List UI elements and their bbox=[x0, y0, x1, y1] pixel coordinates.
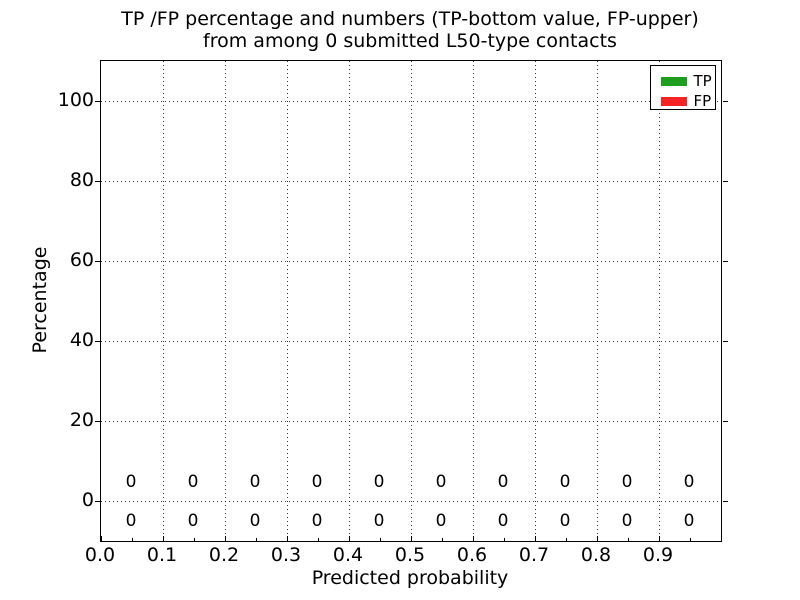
x-tick-label: 0.7 bbox=[518, 544, 550, 566]
x-minor-tick bbox=[193, 538, 195, 541]
x-tick-label: 0.5 bbox=[394, 544, 426, 566]
count-label-tp: 0 bbox=[373, 511, 385, 531]
y-major-tick-left bbox=[94, 100, 100, 102]
y-tick-label: 40 bbox=[69, 329, 94, 351]
count-label-fp: 0 bbox=[125, 472, 137, 492]
fp-color-swatch bbox=[660, 96, 687, 106]
count-label-tp: 0 bbox=[311, 511, 323, 531]
count-label-tp: 0 bbox=[435, 511, 447, 531]
x-major-tick bbox=[100, 536, 102, 541]
x-minor-tick bbox=[131, 538, 133, 541]
x-minor-tick bbox=[503, 538, 505, 541]
y-major-tick-right bbox=[722, 340, 728, 342]
legend: TP FP bbox=[649, 64, 716, 111]
x-major-tick bbox=[472, 536, 474, 541]
gridline-vertical bbox=[472, 61, 474, 541]
x-major-tick bbox=[162, 536, 164, 541]
x-minor-tick bbox=[565, 538, 567, 541]
x-major-tick bbox=[224, 536, 226, 541]
gridline-horizontal bbox=[101, 420, 721, 422]
x-tick-label: 0.9 bbox=[642, 544, 674, 566]
y-major-tick-right bbox=[722, 260, 728, 262]
count-label-tp: 0 bbox=[559, 511, 571, 531]
legend-label-fp: FP bbox=[693, 91, 712, 110]
y-axis-label: Percentage bbox=[29, 246, 51, 354]
count-label-tp: 0 bbox=[125, 511, 137, 531]
count-label-fp: 0 bbox=[311, 472, 323, 492]
y-major-tick-right bbox=[722, 420, 728, 422]
count-label-fp: 0 bbox=[435, 472, 447, 492]
gridline-horizontal bbox=[101, 100, 721, 102]
gridline-vertical bbox=[596, 61, 598, 541]
y-major-tick-left bbox=[94, 500, 100, 502]
gridline-horizontal bbox=[101, 180, 721, 182]
count-label-tp: 0 bbox=[249, 511, 261, 531]
y-major-tick-left bbox=[94, 180, 100, 182]
y-tick-label: 100 bbox=[57, 89, 94, 111]
count-label-fp: 0 bbox=[187, 472, 199, 492]
x-minor-tick bbox=[441, 538, 443, 541]
gridline-horizontal bbox=[101, 340, 721, 342]
x-minor-tick bbox=[627, 538, 629, 541]
tp-color-swatch bbox=[660, 76, 687, 86]
count-label-fp: 0 bbox=[559, 472, 571, 492]
count-label-tp: 0 bbox=[621, 511, 633, 531]
x-tick-label: 0.2 bbox=[208, 544, 240, 566]
y-tick-label: 60 bbox=[69, 249, 94, 271]
legend-label-tp: TP bbox=[693, 71, 712, 90]
y-major-tick-right bbox=[722, 180, 728, 182]
count-label-tp: 0 bbox=[497, 511, 509, 531]
x-tick-label: 0.4 bbox=[332, 544, 364, 566]
count-label-fp: 0 bbox=[249, 472, 261, 492]
y-major-tick-left bbox=[94, 420, 100, 422]
legend-item-tp: TP bbox=[660, 71, 715, 91]
x-axis-label: Predicted probability bbox=[311, 567, 509, 589]
count-label-tp: 0 bbox=[187, 511, 199, 531]
x-major-tick bbox=[348, 536, 350, 541]
gridline-vertical bbox=[658, 61, 660, 541]
plot-area: TP FP bbox=[94, 60, 728, 542]
gridline-vertical bbox=[162, 61, 164, 541]
x-minor-tick bbox=[379, 538, 381, 541]
gridline-vertical bbox=[348, 61, 350, 541]
y-major-tick-right bbox=[722, 500, 728, 502]
y-major-tick-right bbox=[722, 100, 728, 102]
chart-title-line1: TP /FP percentage and numbers (TP-bottom… bbox=[121, 8, 699, 30]
count-label-fp: 0 bbox=[683, 472, 695, 492]
y-major-tick-left bbox=[94, 260, 100, 262]
gridline-vertical bbox=[410, 61, 412, 541]
count-label-fp: 0 bbox=[621, 472, 633, 492]
count-label-fp: 0 bbox=[373, 472, 385, 492]
y-tick-label: 20 bbox=[69, 409, 94, 431]
gridline-vertical bbox=[224, 61, 226, 541]
x-major-tick bbox=[286, 536, 288, 541]
gridline-horizontal bbox=[101, 260, 721, 262]
gridline-vertical bbox=[286, 61, 288, 541]
count-label-tp: 0 bbox=[683, 511, 695, 531]
legend-item-fp: FP bbox=[660, 91, 715, 111]
x-major-tick bbox=[534, 536, 536, 541]
y-major-tick-left bbox=[94, 340, 100, 342]
gridline-horizontal bbox=[101, 500, 721, 502]
x-minor-tick bbox=[689, 538, 691, 541]
y-tick-label: 0 bbox=[81, 489, 94, 511]
x-tick-label: 0.1 bbox=[146, 544, 178, 566]
x-major-tick bbox=[658, 536, 660, 541]
x-major-tick bbox=[410, 536, 412, 541]
chart-title-line2: from among 0 submitted L50-type contacts bbox=[203, 29, 617, 52]
y-tick-label: 80 bbox=[69, 169, 94, 191]
x-major-tick bbox=[596, 536, 598, 541]
count-label-fp: 0 bbox=[497, 472, 509, 492]
x-minor-tick bbox=[255, 538, 257, 541]
x-tick-label: 0.6 bbox=[456, 544, 488, 566]
x-tick-label: 0.8 bbox=[580, 544, 612, 566]
x-tick-label: 0.3 bbox=[270, 544, 302, 566]
x-tick-label: 0.0 bbox=[84, 544, 116, 566]
gridline-vertical bbox=[534, 61, 536, 541]
x-minor-tick bbox=[317, 538, 319, 541]
chart-title: TP /FP percentage and numbers (TP-bottom… bbox=[100, 8, 720, 52]
